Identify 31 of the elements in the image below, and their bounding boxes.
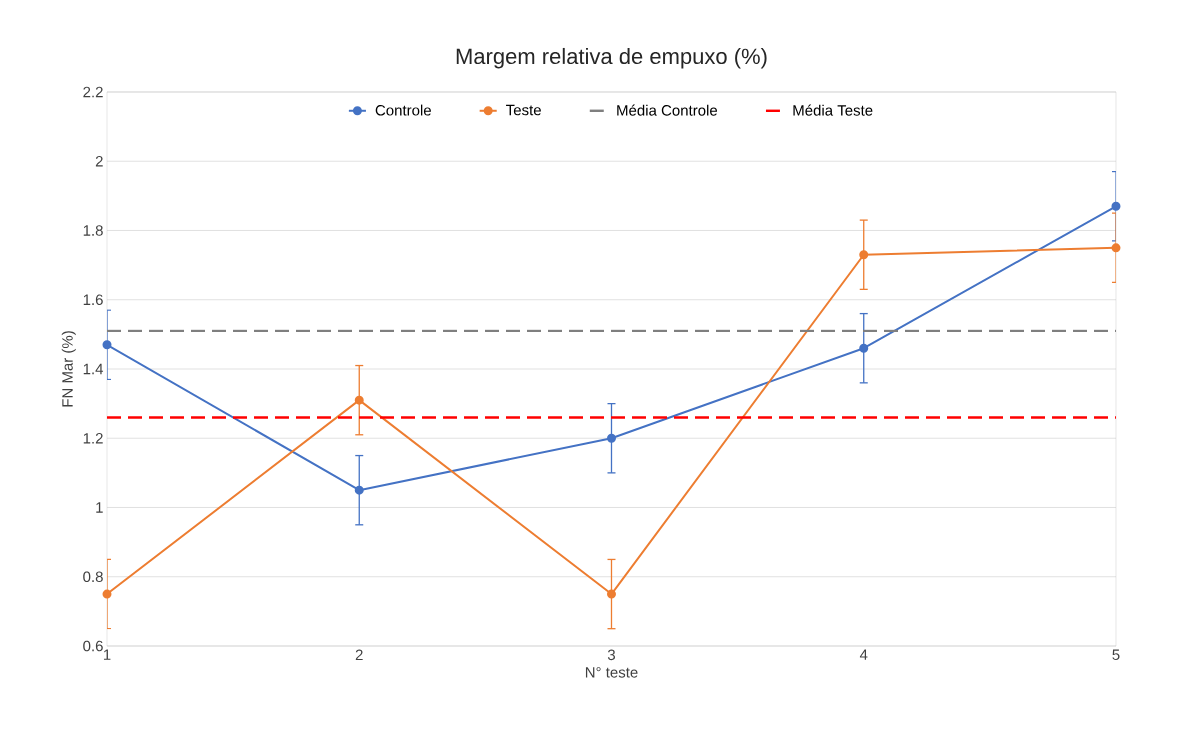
x-tick-label: 4 (859, 649, 868, 660)
point (859, 250, 869, 260)
point (1111, 243, 1121, 253)
legend-label: Controle (375, 104, 431, 116)
y-tick-label: 2 (95, 156, 103, 167)
y-tick-label: 1.6 (83, 294, 103, 306)
y-axis-title: FN Mar (%) (61, 331, 76, 407)
point (859, 343, 869, 353)
point (1111, 201, 1121, 211)
y-tick-label: 1.8 (83, 225, 103, 236)
x-tick-label: 3 (607, 649, 616, 661)
y-tick-label: 0.8 (83, 571, 103, 583)
legend-label: Média Controle (617, 104, 718, 116)
chart-title: Margem relativa de empuxo (%) (456, 47, 767, 69)
y-tick-label: 0.6 (83, 640, 103, 652)
legend-label: Média Teste (793, 104, 873, 116)
y-tick-label: 1.4 (83, 363, 104, 375)
x-tick-label: 2 (355, 649, 363, 661)
y-tick-label: 1 (96, 502, 103, 513)
point (354, 395, 364, 405)
y-tick-label: 1.2 (83, 433, 103, 444)
point (354, 485, 364, 495)
point (607, 433, 616, 443)
point (102, 589, 112, 599)
x-axis-title: N° teste (585, 667, 638, 678)
point (607, 589, 616, 599)
legend-label: Teste (506, 104, 541, 116)
x-tick-label: 1 (103, 649, 111, 660)
y-tick-label: 2.2 (83, 86, 103, 98)
point (102, 340, 112, 350)
x-tick-label: 5 (1112, 649, 1120, 660)
